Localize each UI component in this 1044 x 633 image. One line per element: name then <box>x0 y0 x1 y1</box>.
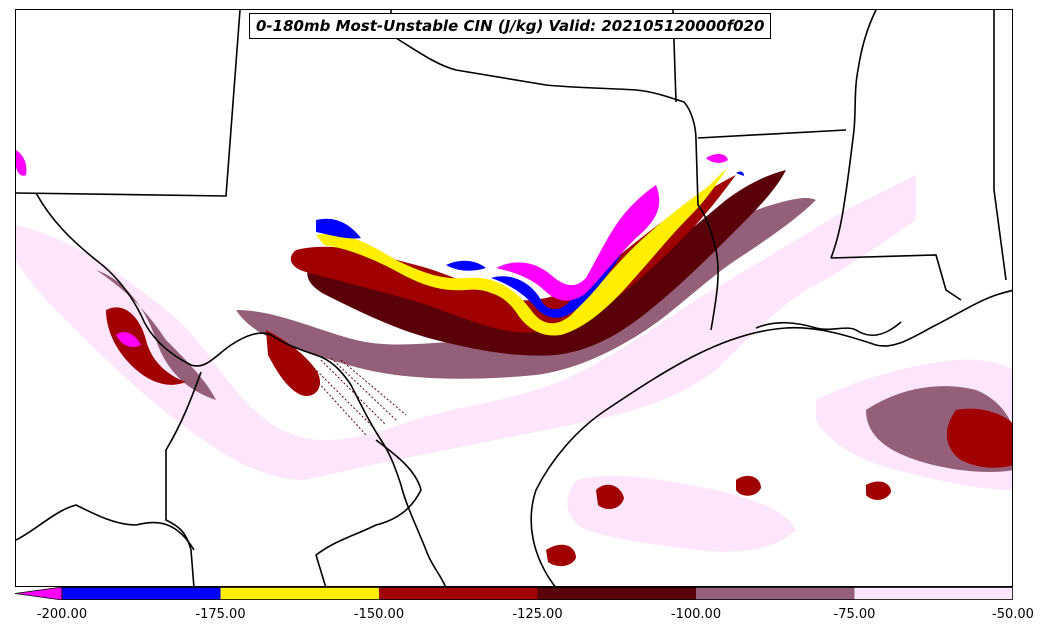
mexico-state-line-3 <box>315 439 422 586</box>
cin-red-gulf <box>947 408 1012 468</box>
colorbar-segment <box>537 587 696 600</box>
red-river-border <box>390 34 685 103</box>
colorbar-tick-label: -200.00 <box>36 607 88 622</box>
colorbar <box>15 587 1013 600</box>
cin-map <box>16 10 1012 586</box>
mexico-state-line-1 <box>165 371 202 586</box>
colorbar-extend-triangle <box>15 587 63 600</box>
colorbar-segment <box>62 587 221 600</box>
colorbar-tick-label: -50.00 <box>992 607 1034 622</box>
colorbar-segment <box>696 587 855 600</box>
cin-shading <box>16 150 1012 567</box>
mississippi-river <box>830 10 877 259</box>
cin-blue-band <box>316 171 744 318</box>
gulf-coastline <box>530 289 1012 586</box>
colorbar-tick-label: -75.00 <box>833 607 876 622</box>
arkansas-south <box>697 129 847 139</box>
cin-red-band <box>106 175 736 396</box>
map-frame <box>15 9 1013 587</box>
colorbar-outline <box>61 587 1013 600</box>
cin-hatched-zone <box>310 357 407 436</box>
colorbar-segment <box>379 587 538 600</box>
colorbar-segment <box>220 587 379 600</box>
cin-light-pink-south <box>567 475 796 552</box>
state-border-nm-tx-west <box>16 10 241 197</box>
colorbar-tick-label: -125.00 <box>512 607 563 622</box>
colorbar-tick-label: -150.00 <box>353 607 405 622</box>
la-ms-line <box>830 254 962 301</box>
cin-light-pink-region <box>16 175 916 480</box>
rio-grande <box>35 192 446 586</box>
colorbar-tick-label: -100.00 <box>670 607 722 622</box>
cin-dark-maroon-band <box>307 170 786 356</box>
colorbar-tick-label: -175.00 <box>195 607 246 622</box>
map-title: 0-180mb Most-Unstable CIN (J/kg) Valid: … <box>249 13 772 39</box>
mexico-state-line-2 <box>16 504 195 551</box>
colorbar-segment <box>854 587 1013 600</box>
ms-al-line <box>993 10 1007 281</box>
tx-ar-la-line <box>683 101 719 331</box>
cin-yellow-band <box>316 170 726 336</box>
louisiana-coast-detail <box>755 321 902 337</box>
